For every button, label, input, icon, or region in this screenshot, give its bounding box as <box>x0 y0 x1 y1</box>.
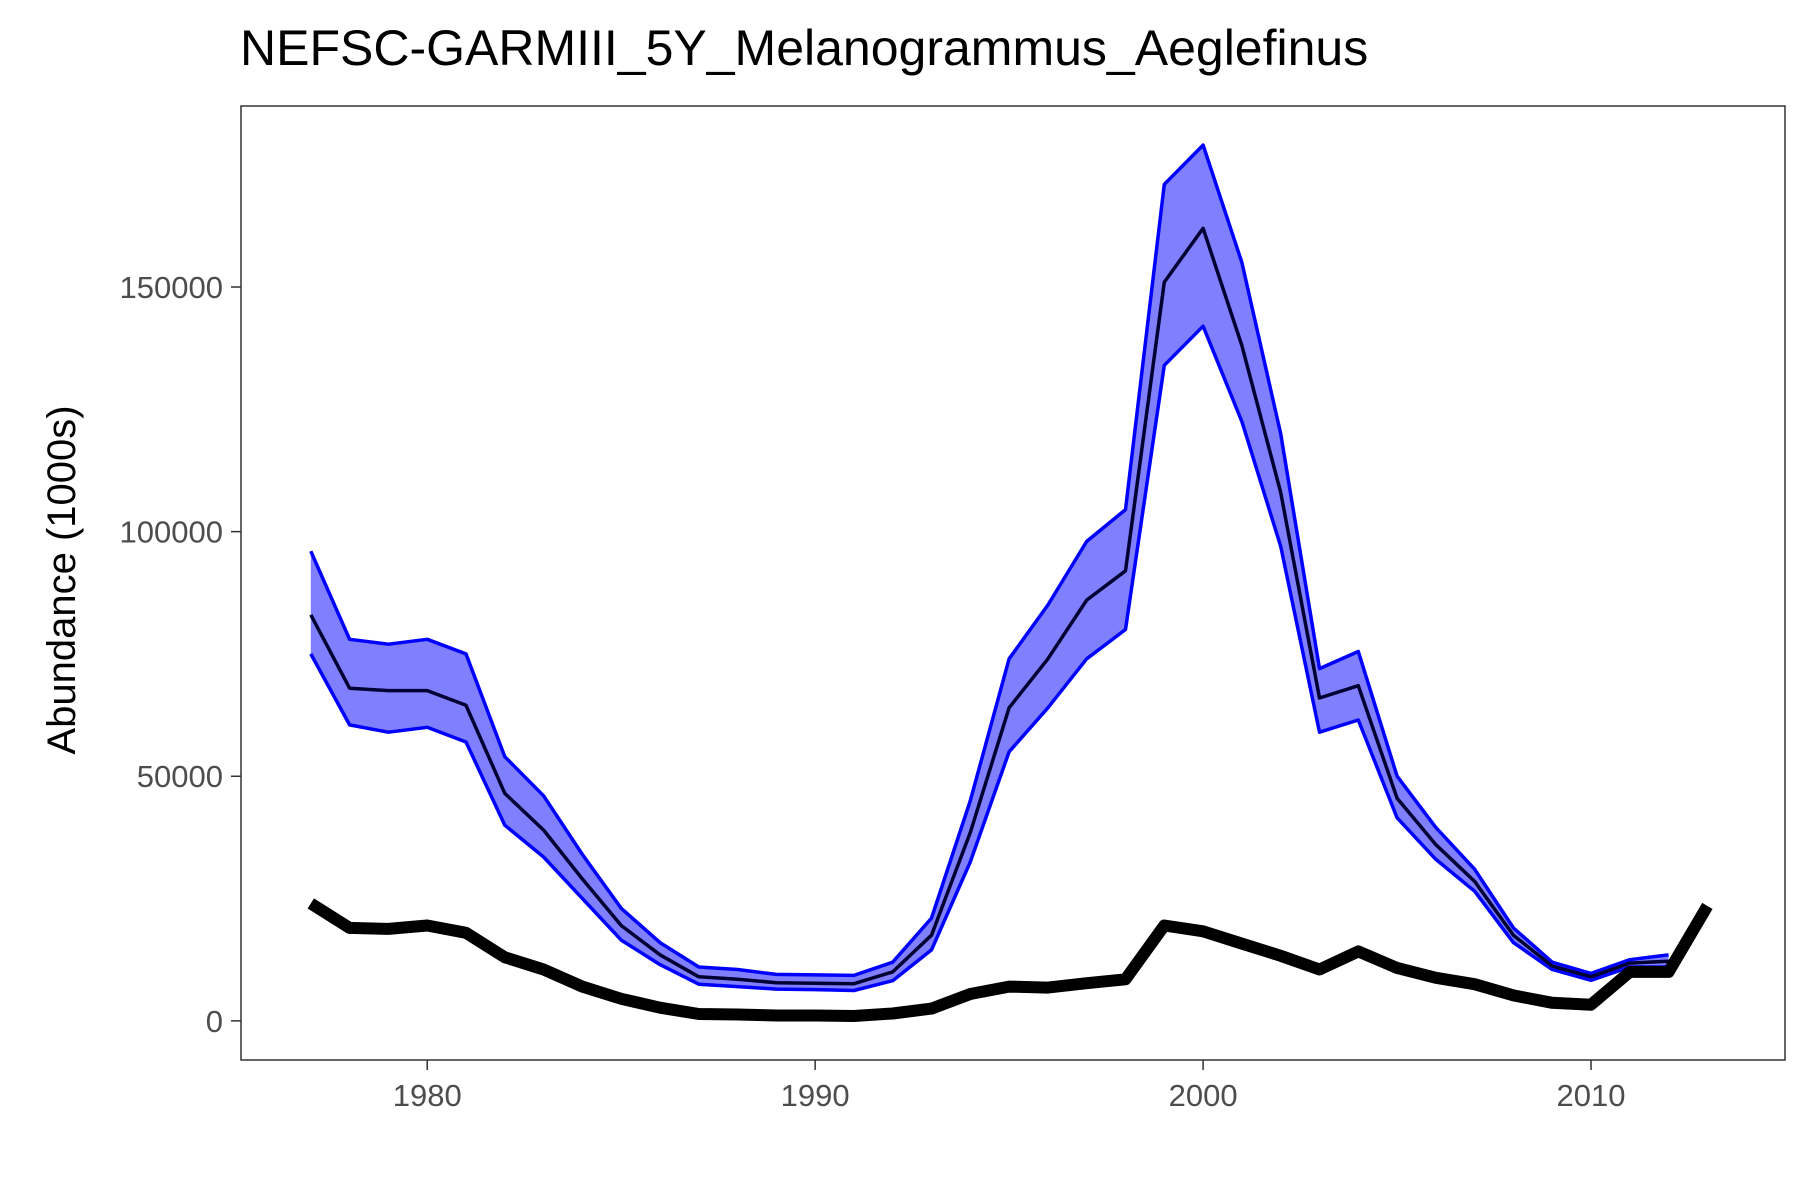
x-tick-label: 2000 <box>1169 1078 1238 1113</box>
y-axis-title: Abundance (1000s) <box>40 405 84 754</box>
x-tick-label: 1990 <box>781 1078 850 1113</box>
x-tick-label: 1980 <box>393 1078 462 1113</box>
observed-line <box>307 898 1713 1022</box>
y-tick-label: 50000 <box>137 759 223 794</box>
chart-title: NEFSC-GARMIII_5Y_Melanogrammus_Aeglefinu… <box>240 20 1368 76</box>
y-tick-label: 100000 <box>120 515 223 550</box>
band-upper-line <box>309 143 1669 978</box>
plot-area <box>307 143 1713 1022</box>
x-tick-label: 2010 <box>1557 1078 1626 1113</box>
axes: 1980 1990 2000 2010 0 50000 100000 150000 <box>120 105 1786 1113</box>
y-tick-label: 0 <box>206 1004 223 1039</box>
panel-border <box>240 105 1786 1061</box>
y-tick-label: 150000 <box>120 270 223 305</box>
band-lower-line <box>309 324 1669 993</box>
confidence-band <box>310 145 1669 991</box>
estimate-line <box>309 226 1669 986</box>
